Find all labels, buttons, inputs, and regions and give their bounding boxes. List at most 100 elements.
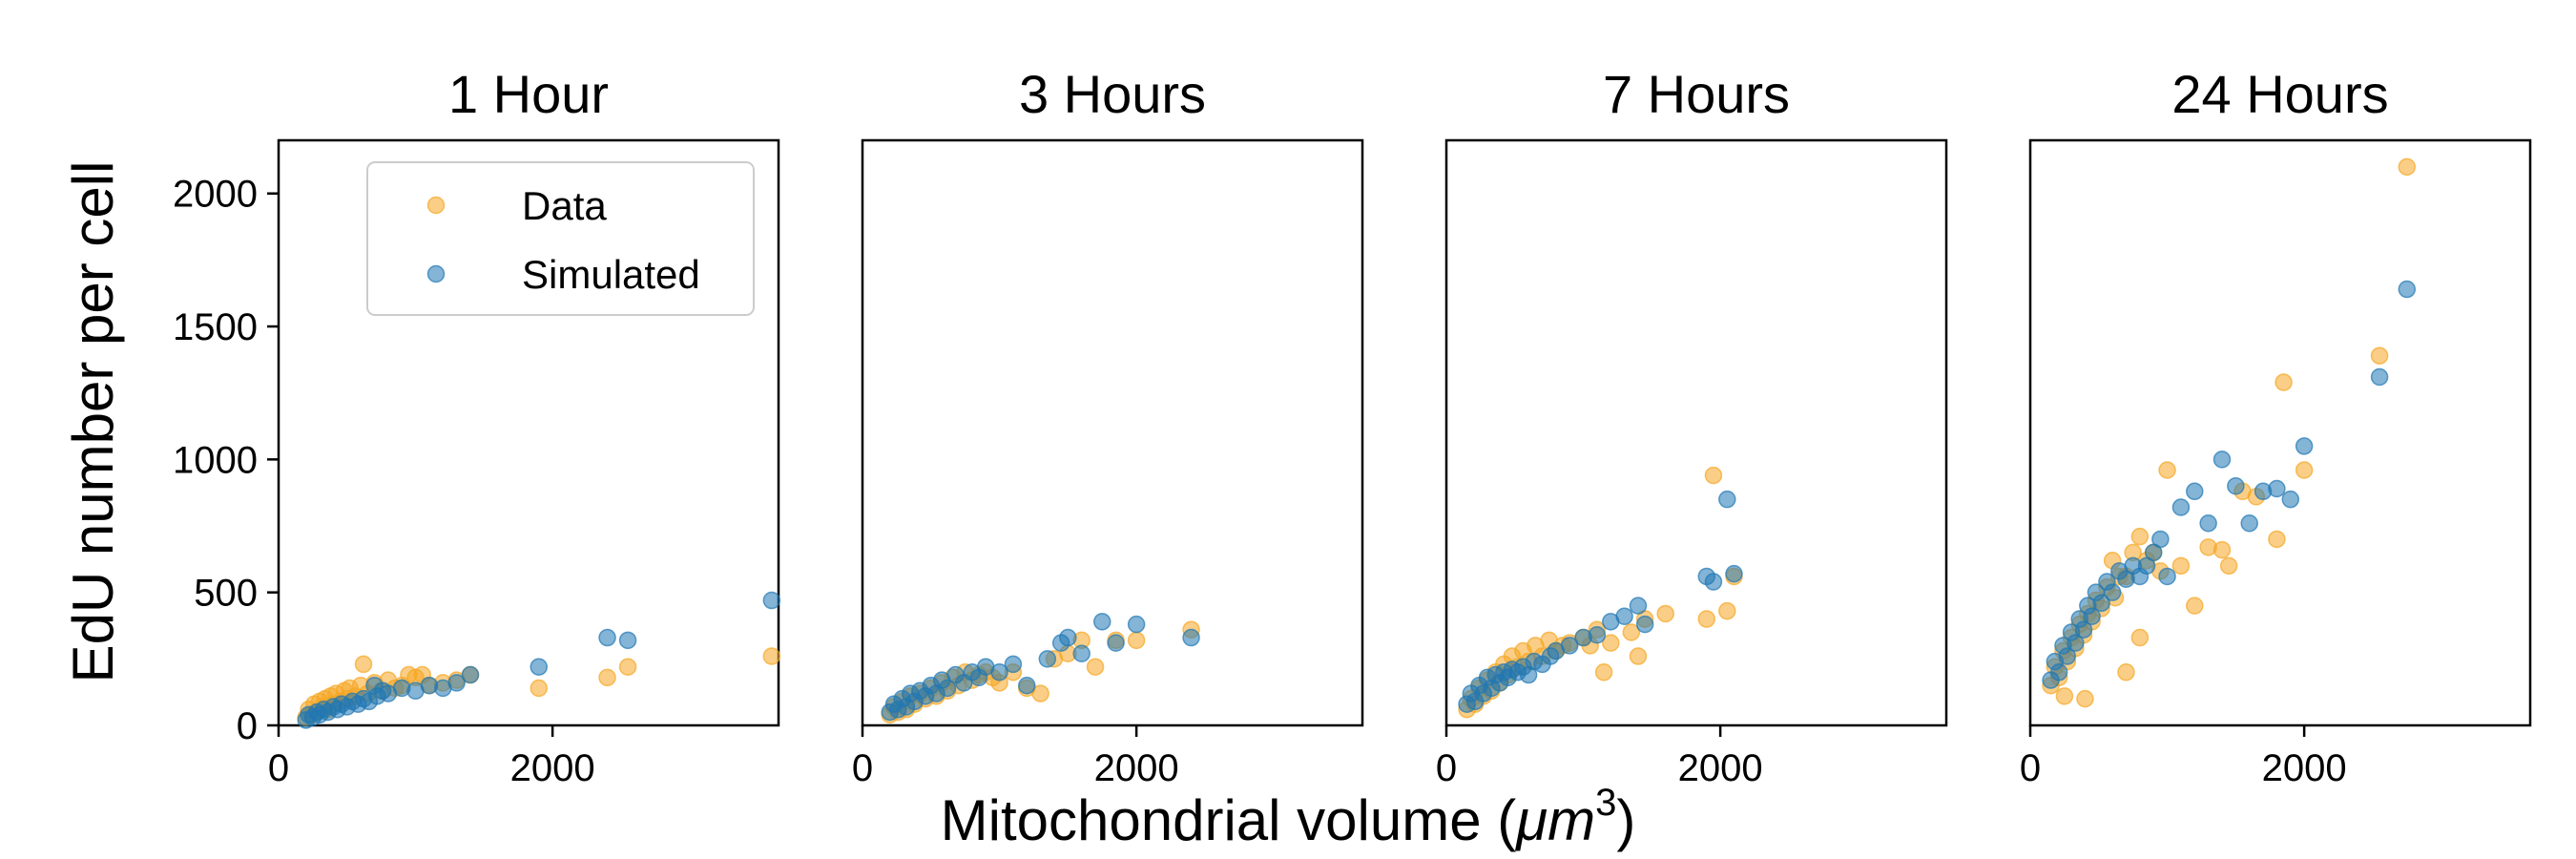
x-axis-label-unit: μm xyxy=(1514,788,1595,852)
data-point xyxy=(1059,628,1077,647)
x-tick-label: 2000 xyxy=(2262,747,2347,789)
data-point xyxy=(1697,610,1716,628)
panel-frame xyxy=(861,138,1364,727)
y-tick-label: 1500 xyxy=(173,306,258,348)
data-point xyxy=(762,647,781,665)
data-point xyxy=(1725,564,1743,583)
x-axis-label: Mitochondrial volume (μm3) xyxy=(941,782,1636,852)
data-point xyxy=(530,658,549,676)
data-point xyxy=(1615,607,1633,626)
data-point xyxy=(618,658,637,676)
series-data xyxy=(2042,157,2417,708)
data-point xyxy=(1086,658,1105,676)
data-point xyxy=(762,591,781,610)
data-point xyxy=(2186,482,2204,501)
data-point xyxy=(1182,628,1200,647)
data-point xyxy=(1718,601,1736,620)
series-data xyxy=(881,620,1200,724)
data-point xyxy=(2295,461,2314,479)
x-axis-label-close: ) xyxy=(1616,788,1635,852)
data-point xyxy=(1588,626,1607,644)
data-point xyxy=(2281,490,2300,509)
data-point xyxy=(1594,663,1613,681)
panel-title: 1 Hour xyxy=(448,64,609,124)
data-point xyxy=(2212,450,2232,469)
data-point xyxy=(2398,280,2417,299)
data-point xyxy=(2212,540,2232,559)
data-point xyxy=(1072,644,1091,663)
data-point xyxy=(2268,479,2286,498)
x-tick-label: 0 xyxy=(1436,747,1457,789)
data-point xyxy=(2370,367,2389,387)
data-point xyxy=(2158,461,2176,479)
data-point xyxy=(2103,583,2122,601)
data-point xyxy=(2158,567,2176,586)
data-point xyxy=(2186,597,2204,615)
data-point xyxy=(1031,684,1049,702)
data-point xyxy=(2117,663,2135,681)
data-point xyxy=(2227,476,2245,495)
data-point xyxy=(1127,631,1146,650)
x-tick-label: 0 xyxy=(852,747,873,789)
data-point xyxy=(2268,530,2286,549)
data-point xyxy=(1718,490,1736,509)
data-point xyxy=(2219,556,2238,576)
series-simulated xyxy=(881,613,1200,722)
data-point xyxy=(2171,556,2191,576)
data-point xyxy=(598,628,616,647)
data-point xyxy=(2076,689,2094,708)
data-point xyxy=(1127,615,1146,634)
data-point xyxy=(2130,527,2150,546)
legend: Data Simulated xyxy=(366,161,755,316)
data-point xyxy=(2199,513,2217,533)
panel-4: 24 Hours 0 2000 xyxy=(2020,64,2532,789)
y-tick-label: 1000 xyxy=(173,439,258,481)
panel-title: 3 Hours xyxy=(1019,64,1206,124)
y-tick-label: 500 xyxy=(194,573,258,615)
panel-frame xyxy=(2028,138,2532,727)
data-point xyxy=(1038,650,1057,668)
data-point xyxy=(2295,437,2314,455)
data-point xyxy=(618,631,637,650)
data-point xyxy=(1107,634,1125,652)
data-point xyxy=(1656,604,1674,623)
data-point xyxy=(1004,655,1023,674)
data-point xyxy=(598,668,616,687)
y-tick-label: 0 xyxy=(237,705,258,747)
data-point xyxy=(2130,628,2150,647)
panel-frame xyxy=(277,138,780,727)
panels: 1 Hour 0 2000 0 500 1000 1500 2000 Data Simulated… xyxy=(173,64,2532,789)
data-point xyxy=(2058,647,2077,665)
legend-marker-simulated xyxy=(426,264,446,283)
data-point xyxy=(2398,157,2417,177)
series-simulated xyxy=(1458,490,1743,713)
panel-1: 1 Hour 0 2000 0 500 1000 1500 2000 Data Simulated xyxy=(173,64,781,789)
data-point xyxy=(2275,373,2293,391)
data-point xyxy=(530,679,549,698)
data-point xyxy=(2074,620,2093,639)
legend-marker-data xyxy=(426,196,446,215)
data-point xyxy=(1622,623,1641,641)
data-point xyxy=(2067,634,2085,652)
data-point xyxy=(1018,676,1036,695)
data-point xyxy=(2092,594,2110,613)
data-point xyxy=(1560,637,1579,655)
x-tick-label: 0 xyxy=(268,747,289,789)
y-axis-label: EdU number per cell xyxy=(61,161,125,683)
x-tick-label: 0 xyxy=(2020,747,2041,789)
x-tick-label: 2000 xyxy=(510,747,595,789)
series-simulated xyxy=(2042,280,2417,689)
panel-frame xyxy=(1444,138,1948,727)
data-point xyxy=(2151,530,2170,549)
data-point xyxy=(447,674,466,692)
data-point xyxy=(938,679,957,698)
data-point xyxy=(461,665,480,684)
x-axis-label-exponent: 3 xyxy=(1595,782,1616,824)
data-point xyxy=(354,655,373,674)
x-tick-label: 2000 xyxy=(1094,747,1179,789)
data-point xyxy=(2370,346,2389,365)
data-point xyxy=(2171,498,2191,516)
series-simulated xyxy=(297,591,781,729)
panel-title: 7 Hours xyxy=(1603,64,1790,124)
y-tick-label: 2000 xyxy=(173,174,258,216)
